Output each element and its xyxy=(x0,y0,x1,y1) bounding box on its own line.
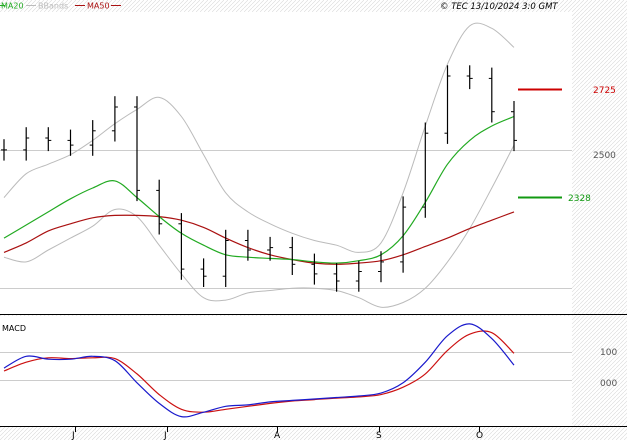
x-axis: J J A S O xyxy=(71,426,483,440)
price-bar xyxy=(400,196,407,273)
bbands-lower-line xyxy=(3,144,515,308)
price-bar xyxy=(244,229,251,261)
price-tick-2500: 2500 xyxy=(593,151,616,161)
price-bar xyxy=(200,258,207,287)
x-label-1: J xyxy=(71,431,75,440)
bbands-series xyxy=(3,22,515,308)
price-bar xyxy=(488,67,495,123)
price-bar xyxy=(422,122,429,218)
ma20-line xyxy=(3,115,515,264)
price-bars xyxy=(1,65,517,292)
price-bar xyxy=(444,65,451,144)
x-label-4: S xyxy=(376,431,382,440)
price-bar xyxy=(466,65,473,90)
price-panel xyxy=(0,12,572,314)
price-bar xyxy=(23,127,30,161)
price-bar xyxy=(111,96,118,142)
price-bar xyxy=(1,139,7,161)
legend-bbands: BBands xyxy=(38,2,68,11)
price-bar xyxy=(222,229,229,287)
ma20-series xyxy=(3,115,515,264)
x-label-2: J xyxy=(163,431,167,440)
price-bar xyxy=(67,129,74,156)
source-timestamp: © TEC 13/10/2024 3:0 GMT xyxy=(440,2,558,12)
support-level-label: 2328 xyxy=(568,194,591,204)
legend-ma50: MA50 xyxy=(87,2,110,11)
price-bar xyxy=(355,260,362,292)
x-label-5: O xyxy=(476,431,483,440)
macd-series xyxy=(3,323,515,418)
price-bar xyxy=(156,179,163,235)
price-bar xyxy=(45,127,52,152)
price-bar xyxy=(178,213,185,280)
price-bar xyxy=(333,263,340,292)
macd-tick-000: 000 xyxy=(600,379,617,389)
ma50-series xyxy=(3,211,515,265)
ma50-line xyxy=(3,211,515,265)
resistance-level-label: 2725 xyxy=(593,86,616,96)
legend-ma20: MA20 xyxy=(1,2,24,11)
x-label-3: A xyxy=(274,431,281,440)
macd-tick-100: 100 xyxy=(600,348,617,358)
macd-signal-line xyxy=(3,330,515,413)
price-bar xyxy=(134,96,140,202)
price-bar xyxy=(378,251,384,283)
macd-panel xyxy=(0,316,572,426)
price-bar xyxy=(267,236,274,261)
macd-title: MACD xyxy=(2,324,26,333)
price-bar xyxy=(511,101,517,152)
price-bar xyxy=(289,236,296,275)
bbands-upper-line xyxy=(3,22,515,253)
price-bar xyxy=(89,120,96,156)
macd-line xyxy=(3,323,515,418)
price-bar xyxy=(311,253,318,285)
